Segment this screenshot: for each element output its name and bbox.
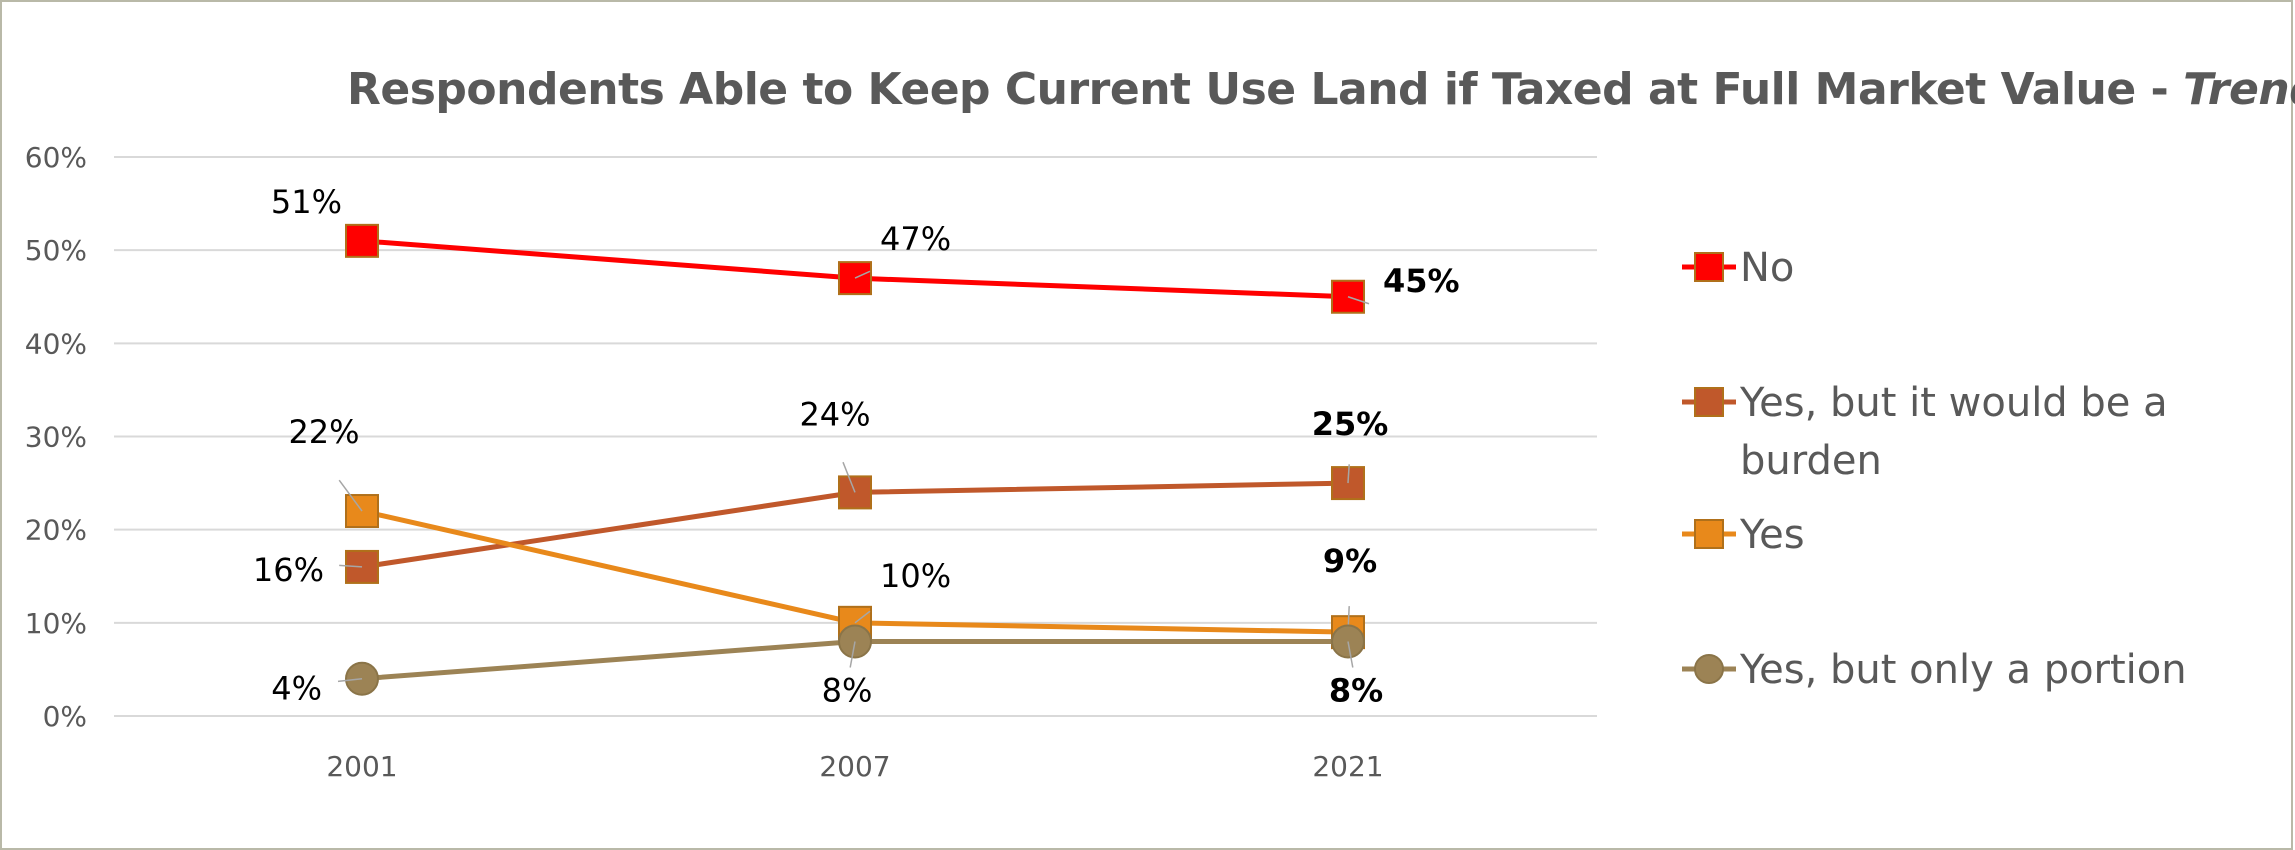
data-label: 8% <box>1329 671 1383 709</box>
label-leader-line <box>854 610 871 624</box>
chart-title-italic: Trend <box>2183 64 2295 115</box>
label-leader-line <box>854 270 871 279</box>
label-leader-line <box>842 461 856 493</box>
data-point-marker <box>345 223 379 258</box>
legend-marker <box>1694 252 1724 282</box>
data-label: 4% <box>271 670 322 708</box>
chart-title: Respondents Able to Keep Current Use Lan… <box>347 64 2295 115</box>
data-label: 22% <box>288 413 359 451</box>
y-tick-label: 30% <box>25 421 87 454</box>
legend-label: burden <box>1740 438 1882 484</box>
data-label: 51% <box>271 183 342 221</box>
data-label: 16% <box>253 551 324 589</box>
data-label: 10% <box>880 557 951 595</box>
label-leader-line <box>1347 296 1370 305</box>
label-leader-line <box>849 641 856 668</box>
legend-marker <box>1694 654 1724 684</box>
data-label: 25% <box>1312 405 1389 443</box>
y-tick-label: 10% <box>25 607 87 640</box>
x-tick-label: 2007 <box>819 750 890 783</box>
y-tick-label: 20% <box>25 514 87 547</box>
data-label: 24% <box>799 395 870 433</box>
legend-label: Yes, but only a portion <box>1739 647 2187 693</box>
legend-marker <box>1694 387 1724 417</box>
legend-label: Yes <box>1739 512 1805 558</box>
label-leader-line <box>338 479 363 512</box>
label-leader-line <box>339 564 363 568</box>
chart-title-main: Respondents Able to Keep Current Use Lan… <box>347 64 2184 115</box>
y-tick-label: 60% <box>25 141 87 174</box>
y-tick-label: 50% <box>25 234 87 267</box>
data-label: 45% <box>1383 262 1460 300</box>
label-leader-line <box>1347 641 1354 668</box>
legend-marker <box>1694 519 1724 549</box>
x-tick-label: 2001 <box>326 750 397 783</box>
x-tick-label: 2021 <box>1312 750 1383 783</box>
y-tick-label: 40% <box>25 327 87 360</box>
label-leader-line <box>337 677 363 683</box>
legend-label: No <box>1740 245 1794 291</box>
line-chart: 0% 10% 20% 30% 40% 50% 60% 2001 2007 2021 51% 47% 45… <box>25 141 2187 783</box>
legend-label: Yes, but it would be a <box>1739 380 2168 426</box>
y-tick-label: 0% <box>43 700 87 733</box>
data-label: 9% <box>1323 542 1377 580</box>
data-label: 47% <box>880 220 951 258</box>
data-label: 8% <box>822 671 873 709</box>
label-leader-line <box>1347 464 1350 484</box>
